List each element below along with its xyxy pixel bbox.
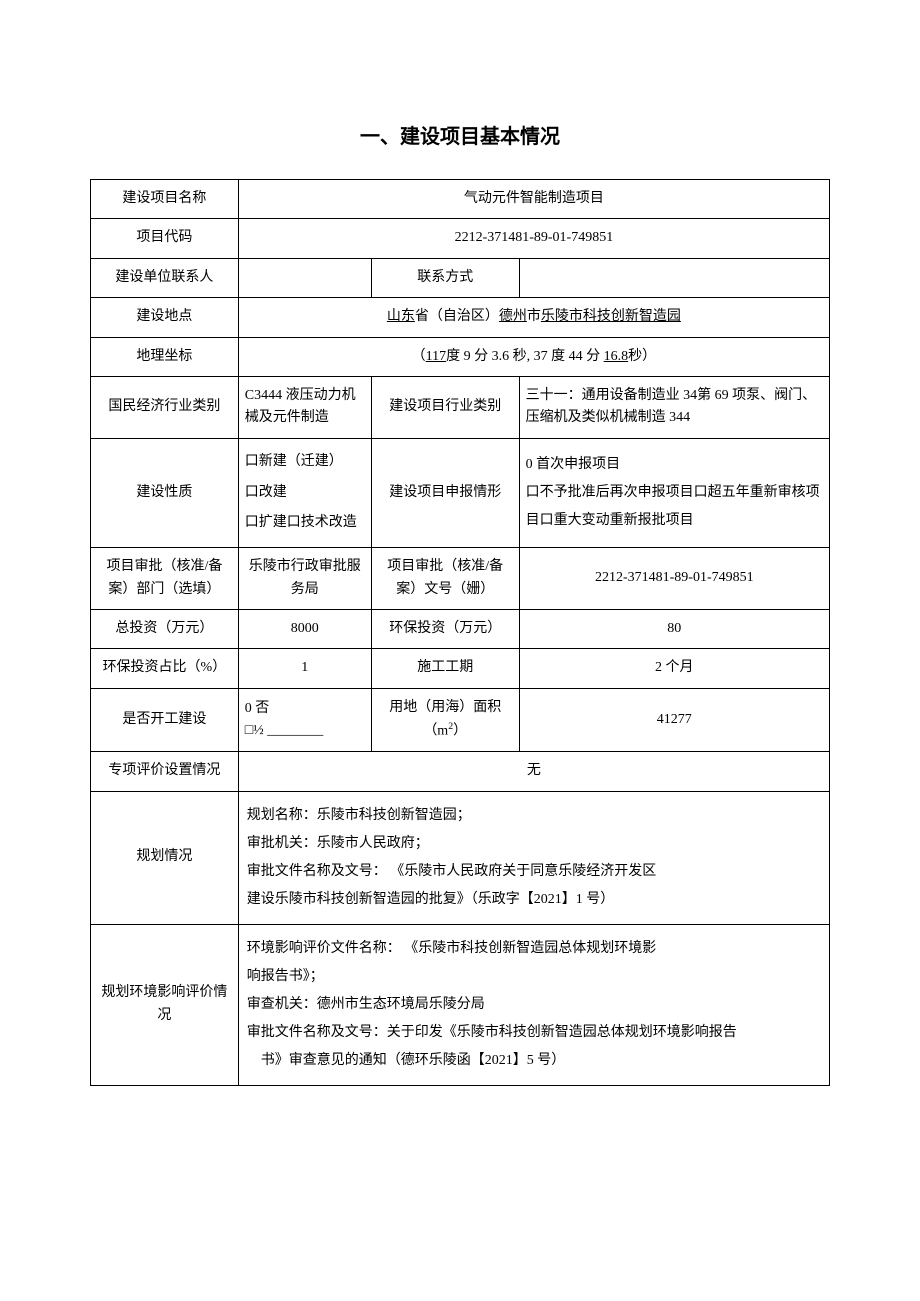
table-row: 地理坐标 （117度 9 分 3.6 秒, 37 度 44 分 16.8秒） [91,337,830,376]
build-nature-opt3: 口扩建口技术改造 [245,508,365,539]
total-invest-value: 8000 [238,609,371,648]
project-name-value: 气动元件智能制造项目 [238,180,829,219]
env-invest-label: 环保投资（万元） [371,609,519,648]
location-text1: 省（自治区） [415,309,499,324]
approval-doc-label: 项目审批（核准/备案）文号（姗） [371,548,519,610]
declare-opt1: 0 首次申报项目 [526,451,823,479]
table-row: 环保投资占比（%） 1 施工工期 2 个月 [91,649,830,688]
env-invest-value: 80 [519,609,829,648]
table-row: 总投资（万元） 8000 环保投资（万元） 80 [91,609,830,648]
table-row: 国民经济行业类别 C3444 液压动力机械及元件制造 建设项目行业类别 三十一：… [91,376,830,438]
build-nature-opt2: 口改建 [245,478,365,509]
land-area-label: 用地（用海）面积（m2） [371,688,519,751]
contact-person-label: 建设单位联系人 [91,258,239,297]
table-row: 建设单位联系人 联系方式 [91,258,830,297]
started-label: 是否开工建设 [91,688,239,751]
env-plan-line3: 审查机关：德州市生态环境局乐陵分局 [247,991,821,1019]
planning-line3: 审批文件名称及文号： 《乐陵市人民政府关于同意乐陵经济开发区 [247,858,821,886]
started-value: 0 否 □½ ________ [238,688,371,751]
table-row: 规划情况 规划名称：乐陵市科技创新智造园； 审批机关：乐陵市人民政府； 审批文件… [91,791,830,924]
planning-line4: 建设乐陵市科技创新智造园的批复》（乐政字【2021】1 号） [247,886,821,914]
declare-label: 建设项目申报情形 [371,438,519,547]
planning-line2: 审批机关：乐陵市人民政府； [247,830,821,858]
env-plan-line1: 环境影响评价文件名称： 《乐陵市科技创新智造园总体规划环境影 [247,935,821,963]
approval-doc-value: 2212-371481-89-01-749851 [519,548,829,610]
project-code-value: 2212-371481-89-01-749851 [238,219,829,258]
env-plan-line5: 书》审查意见的通知（德环乐陵函【2021】5 号） [247,1047,821,1075]
geo-value: （117度 9 分 3.6 秒, 37 度 44 分 16.8秒） [238,337,829,376]
planning-value: 规划名称：乐陵市科技创新智造园； 审批机关：乐陵市人民政府； 审批文件名称及文号… [238,791,829,924]
contact-method-label: 联系方式 [371,258,519,297]
contact-person-value [238,258,371,297]
period-value: 2 个月 [519,649,829,688]
table-row: 是否开工建设 0 否 □½ ________ 用地（用海）面积（m2） 4127… [91,688,830,751]
econ-class-value: C3444 液压动力机械及元件制造 [238,376,371,438]
location-province: 山东 [387,309,415,324]
declare-opt2: 口不予批准后再次申报项目口超五年重新审核项目口重大变动重新报批项目 [526,479,823,535]
started-opt1: 0 否 [245,698,365,720]
planning-line1: 规划名称：乐陵市科技创新智造园； [247,802,821,830]
table-row: 项目代码 2212-371481-89-01-749851 [91,219,830,258]
planning-label: 规划情况 [91,791,239,924]
proj-industry-value: 三十一：通用设备制造业 34第 69 项泵、阀门、压缩机及类似机械制造 344 [519,376,829,438]
table-row: 项目审批（核准/备案）部门（选填） 乐陵市行政审批服务局 项目审批（核准/备案）… [91,548,830,610]
build-nature-opt1: 口新建（迁建） [245,447,365,478]
env-plan-value: 环境影响评价文件名称： 《乐陵市科技创新智造园总体规划环境影 响报告书》； 审查… [238,924,829,1085]
contact-method-value [519,258,829,297]
section-title: 一、建设项目基本情况 [90,120,830,149]
project-code-label: 项目代码 [91,219,239,258]
special-eval-label: 专项评价设置情况 [91,752,239,791]
location-park: 乐陵市科技创新智造园 [541,309,681,324]
table-row: 规划环境影响评价情况 环境影响评价文件名称： 《乐陵市科技创新智造园总体规划环境… [91,924,830,1085]
special-eval-value: 无 [238,752,829,791]
proj-industry-label: 建设项目行业类别 [371,376,519,438]
env-plan-line2: 响报告书》； [247,963,821,991]
geo-lon: 117 [426,349,446,364]
started-opt2: □½ ________ [245,720,365,742]
env-ratio-value: 1 [238,649,371,688]
location-value: 山东省（自治区）德州市乐陵市科技创新智造园 [238,298,829,337]
declare-value: 0 首次申报项目 口不予批准后再次申报项目口超五年重新审核项目口重大变动重新报批… [519,438,829,547]
table-row: 建设地点 山东省（自治区）德州市乐陵市科技创新智造园 [91,298,830,337]
project-info-table: 建设项目名称 气动元件智能制造项目 项目代码 2212-371481-89-01… [90,179,830,1086]
table-row: 建设项目名称 气动元件智能制造项目 [91,180,830,219]
location-label: 建设地点 [91,298,239,337]
table-row: 建设性质 口新建（迁建） 口改建 口扩建口技术改造 建设项目申报情形 0 首次申… [91,438,830,547]
approval-dept-label: 项目审批（核准/备案）部门（选填） [91,548,239,610]
land-area-label-pre: 用地（用海）面积（m [389,700,501,739]
econ-class-label: 国民经济行业类别 [91,376,239,438]
build-nature-label: 建设性质 [91,438,239,547]
geo-mid: 度 9 分 3.6 秒, 37 度 44 分 [446,349,600,364]
geo-suffix: 秒） [628,349,656,364]
geo-label: 地理坐标 [91,337,239,376]
approval-dept-value: 乐陵市行政审批服务局 [238,548,371,610]
env-ratio-label: 环保投资占比（%） [91,649,239,688]
geo-lat-sec: 16.8 [604,349,629,364]
land-area-label-suf: ） [453,724,467,739]
build-nature-value: 口新建（迁建） 口改建 口扩建口技术改造 [238,438,371,547]
land-area-value: 41277 [519,688,829,751]
location-city: 德州 [499,309,527,324]
location-text2: 市 [527,309,541,324]
project-name-label: 建设项目名称 [91,180,239,219]
env-plan-label: 规划环境影响评价情况 [91,924,239,1085]
table-row: 专项评价设置情况 无 [91,752,830,791]
total-invest-label: 总投资（万元） [91,609,239,648]
env-plan-line4: 审批文件名称及文号：关于印发《乐陵市科技创新智造园总体规划环境影响报告 [247,1019,821,1047]
geo-prefix: （ [412,349,426,364]
period-label: 施工工期 [371,649,519,688]
